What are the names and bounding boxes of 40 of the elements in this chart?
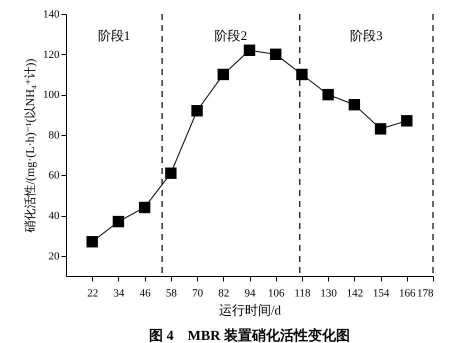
point — [218, 68, 229, 80]
point — [191, 105, 203, 116]
x-tick-label: 154 — [372, 288, 390, 300]
x-tick-label: 46 — [140, 288, 152, 300]
y-tick-label: 120 — [43, 48, 60, 61]
x-axis-title: 运行时间/d — [218, 302, 282, 318]
y-tick-label: 80 — [48, 129, 60, 142]
point — [138, 202, 150, 214]
point — [270, 48, 282, 60]
x-tick-label: 130 — [320, 288, 338, 300]
x-tick-label: 58 — [166, 288, 178, 300]
point — [244, 44, 256, 56]
point — [374, 123, 386, 135]
x-tick-label: 22 — [87, 288, 98, 300]
point — [112, 216, 124, 228]
point — [401, 115, 412, 127]
x-tick-label: 82 — [218, 288, 230, 300]
y-tick-label: 100 — [43, 89, 60, 102]
point — [165, 168, 177, 179]
x-tick-label: 142 — [346, 288, 364, 300]
x-tick-label: 166 — [399, 288, 416, 300]
x-tick-label: 70 — [192, 288, 204, 300]
x-tick-label: 94 — [244, 288, 256, 300]
y-tick-label: 20 — [48, 250, 60, 262]
x-tick-label: 178 — [417, 288, 434, 300]
text: 图 4 MBR 装置硝化活性变化图 — [149, 327, 350, 343]
y-axis-title: 硝化活性/(mg·(L·h)⁻¹(以NH₄⁺计)) — [23, 58, 37, 234]
y-tick-label: 40 — [48, 210, 60, 222]
annotation: 阶段3 — [350, 28, 383, 43]
y-tick-label: 60 — [48, 170, 60, 182]
x-tick-label: 34 — [113, 288, 125, 300]
point — [296, 68, 308, 80]
annotation: 阶段1 — [98, 28, 130, 43]
point — [86, 236, 98, 248]
x-tick-label: 106 — [268, 288, 285, 300]
point — [348, 98, 360, 110]
annotation: 阶段2 — [214, 28, 248, 43]
x-tick-label: 118 — [294, 288, 311, 300]
y-tick-label: 140 — [43, 8, 60, 20]
point — [322, 88, 334, 100]
